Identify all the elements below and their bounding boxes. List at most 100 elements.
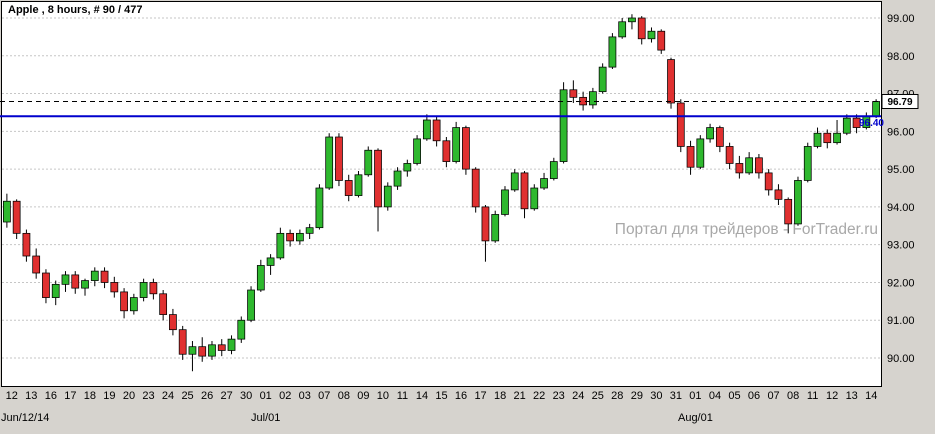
candle-up (296, 232, 304, 242)
x-axis-label: 30 (240, 390, 252, 402)
x-axis-label: 02 (279, 390, 291, 402)
candle-up (549, 161, 558, 179)
chart-title: Apple , 8 hours, # 90 / 477 (8, 4, 143, 16)
x-axis-label: 17 (474, 390, 486, 402)
candle-up (422, 119, 431, 140)
candle-down (462, 127, 470, 170)
candle-down (120, 291, 128, 312)
candle-up (833, 132, 841, 144)
candle-up (403, 163, 412, 172)
candle-up (383, 185, 392, 208)
candle-up (872, 101, 880, 117)
candle-down (471, 168, 480, 208)
current-price-tag-box (881, 93, 919, 109)
x-axis-label: 22 (533, 390, 545, 402)
candle-down (852, 117, 861, 128)
candle-down (735, 163, 744, 174)
y-axis-label: 99.00 (887, 13, 915, 25)
x-axis-label: 16 (45, 390, 57, 402)
x-axis-label: 10 (377, 390, 389, 402)
x-axis-label: 16 (455, 390, 467, 402)
x-axis-label: 07 (318, 390, 330, 402)
x-axis-label: 12 (826, 390, 838, 402)
candle-up (813, 132, 822, 147)
candle-down (169, 314, 177, 331)
candle-down (520, 172, 529, 210)
x-axis-label: 24 (572, 390, 584, 402)
candle-up (139, 282, 148, 298)
y-axis-label: 96.00 (887, 126, 915, 138)
x-axis-label: 18 (84, 390, 96, 402)
y-axis-label: 94.00 (887, 202, 915, 214)
candle-down (637, 17, 646, 40)
watermark: Портал для трейдеров - ForTrader.ru (615, 221, 878, 238)
x-axis-period-label: Jul/01 (251, 412, 280, 424)
overlay-lines (0, 100, 881, 118)
candle-up (413, 138, 421, 164)
candle-down (442, 140, 451, 162)
gridlines (2, 17, 881, 359)
x-axis-label: 23 (142, 390, 154, 402)
candle-down (667, 59, 675, 104)
candle-down (286, 232, 294, 242)
candle-down (335, 136, 343, 181)
candle-up (81, 280, 89, 289)
candle-up (208, 344, 216, 357)
candle-down (344, 180, 353, 196)
candle-up (510, 172, 519, 191)
x-axis-label: 09 (357, 390, 369, 402)
candle-up (696, 138, 705, 168)
candle-up (3, 200, 11, 223)
candle-up (227, 338, 236, 351)
candle-down (42, 272, 50, 298)
candle-down (100, 270, 109, 283)
candle-up (452, 127, 461, 162)
x-axis-label: 03 (299, 390, 311, 402)
candle-down (784, 198, 793, 225)
x-axis-label: 29 (631, 390, 643, 402)
x-axis-label: 30 (650, 390, 662, 402)
candle-up (237, 319, 246, 340)
candle-up (247, 289, 255, 321)
candle-up (706, 127, 714, 140)
x-axis-label: 14 (865, 390, 877, 402)
x-axis-label: 28 (611, 390, 623, 402)
candle-down (178, 329, 187, 355)
candle-up (608, 36, 617, 68)
candle-up (266, 257, 275, 266)
candle-up (618, 21, 627, 38)
candle-up (188, 346, 197, 355)
candle-up (598, 66, 607, 93)
candle-down (149, 282, 158, 295)
x-axis-label: 04 (709, 390, 721, 402)
candle-down (657, 30, 666, 51)
x-axis-label: 18 (494, 390, 506, 402)
candle-down (481, 206, 490, 242)
plot-area[interactable] (1, 1, 882, 387)
candle-up (256, 265, 265, 291)
x-axis-label: 07 (767, 390, 779, 402)
candle-up (354, 174, 363, 196)
x-axis-label: 21 (514, 390, 526, 402)
y-axis-label: 90.00 (887, 353, 915, 365)
candle-down (823, 132, 832, 144)
candle-up (745, 157, 754, 174)
candle-up (501, 189, 509, 215)
candle-down (774, 189, 783, 200)
y-axis-label: 92.00 (887, 277, 915, 289)
candle-up (90, 270, 99, 281)
candle-up (393, 170, 402, 187)
x-axis-label: 15 (435, 390, 447, 402)
y-axis-label: 98.00 (887, 51, 915, 63)
candle-up (540, 178, 548, 189)
candle-up (305, 227, 314, 234)
candle-down (755, 157, 763, 174)
x-axis-label: 13 (846, 390, 858, 402)
x-axis-label: 11 (807, 390, 818, 402)
candle-up (276, 232, 285, 259)
x-axis-label: 20 (123, 390, 135, 402)
candle-up (491, 214, 500, 242)
candle-up (803, 146, 812, 181)
